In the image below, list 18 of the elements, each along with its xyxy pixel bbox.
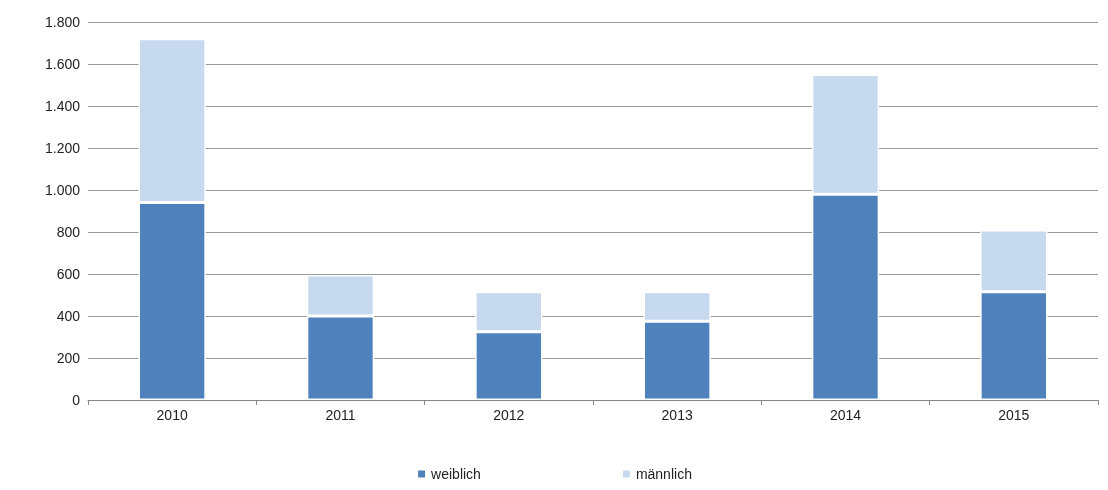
legend-label: männlich: [635, 466, 692, 482]
x-tick-label: 2012: [493, 407, 525, 423]
y-tick-label: 1.800: [44, 14, 81, 30]
y-tick-label: 400: [56, 308, 81, 324]
legend-label: weiblich: [430, 466, 481, 482]
x-tick-label: 2014: [829, 407, 862, 423]
y-tick-label: 0: [72, 392, 81, 408]
y-tick-label: 1.600: [44, 56, 81, 72]
y-tick-label: 200: [56, 350, 81, 366]
y-tick-label: 800: [56, 224, 81, 240]
x-tick-label: 2010: [156, 407, 188, 423]
y-tick-label: 1.200: [44, 140, 81, 156]
y-tick-label: 600: [56, 266, 81, 282]
x-tick-label: 2011: [325, 407, 356, 423]
y-tick-label: 1.400: [44, 98, 81, 114]
x-tick-label: 2015: [998, 407, 1030, 423]
y-tick-label: 1.000: [44, 182, 81, 198]
x-tick-label: 2013: [661, 407, 693, 423]
